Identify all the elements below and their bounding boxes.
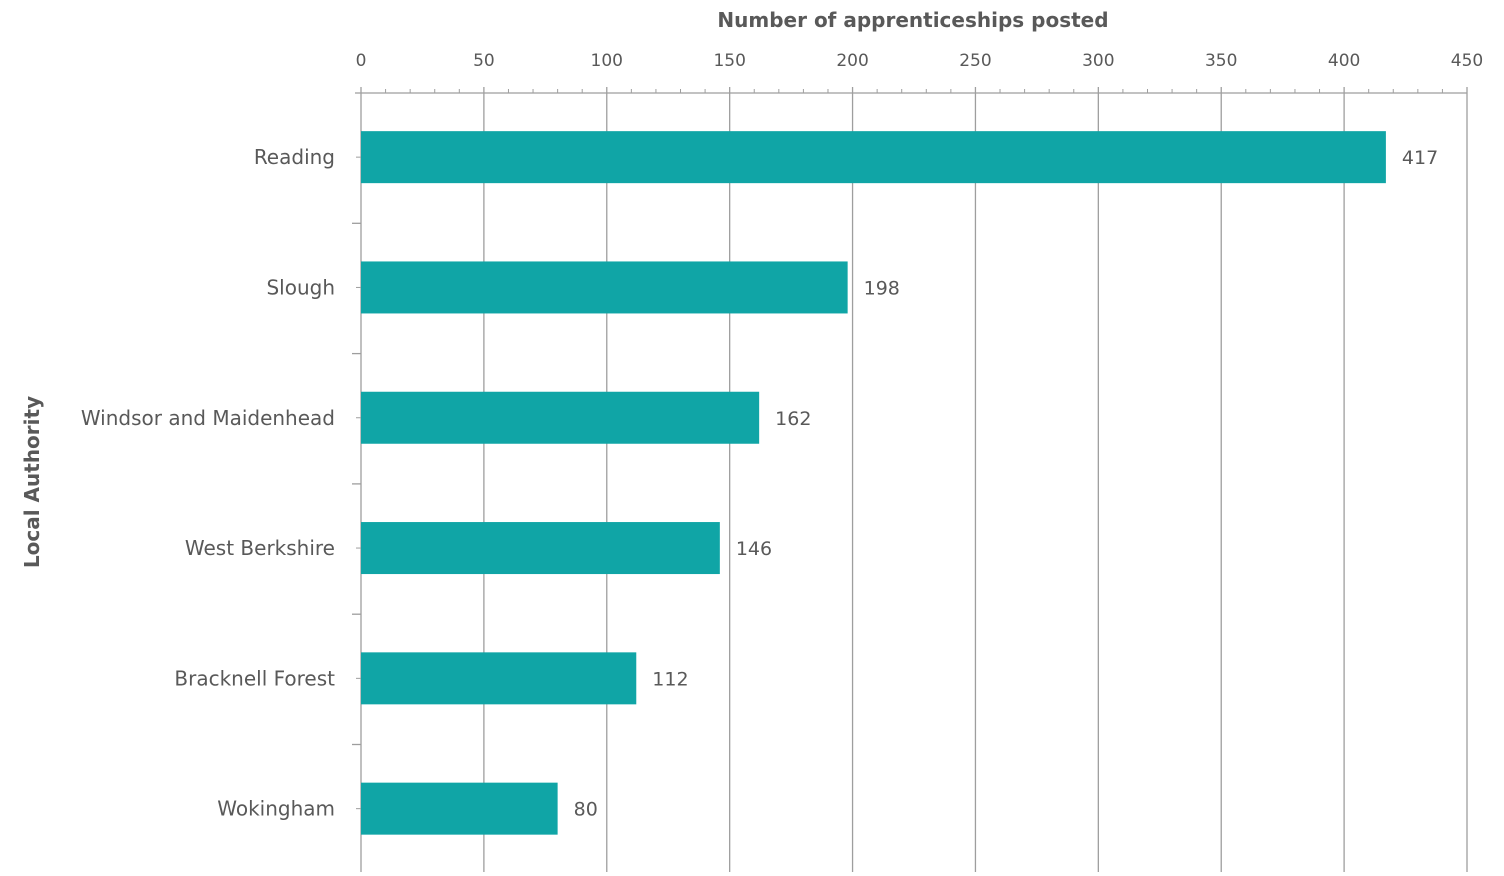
x-tick-label: 450: [1451, 51, 1483, 71]
y-category-label: Bracknell Forest: [174, 666, 335, 690]
x-tick-label: 150: [713, 51, 745, 71]
bar-value-label: 80: [574, 799, 598, 821]
bar-value-label: 146: [736, 538, 772, 560]
axis-layer: 0 50 100 150 200 250 300 350 400 450: [352, 51, 1483, 872]
x-tick-label: 250: [959, 51, 991, 71]
bar-value-label: 162: [775, 408, 811, 430]
x-tick-label: 400: [1328, 51, 1360, 71]
x-tick-label: 350: [1205, 51, 1237, 71]
bar-value-label: 417: [1402, 147, 1438, 169]
bar-value-label: 112: [652, 668, 688, 690]
x-axis-title: Number of apprenticeships posted: [717, 8, 1108, 32]
bar-wokingham: [361, 782, 558, 835]
y-category-label: West Berkshire: [185, 536, 335, 560]
y-category-label: Slough: [266, 275, 335, 299]
y-axis-title: Local Authority: [20, 396, 44, 568]
x-tick-label: 0: [356, 51, 367, 71]
bar-west-berkshire: [361, 522, 720, 575]
bar-layer: [361, 131, 1386, 835]
y-category-label: Reading: [254, 145, 335, 169]
x-tick-label: 50: [473, 51, 495, 71]
x-tick-label: 100: [591, 51, 623, 71]
bar-slough: [361, 261, 848, 314]
y-category-label: Wokingham: [217, 797, 335, 821]
label-layer: Reading 417 Slough 198 Windsor and Maidenhea…: [81, 145, 1438, 821]
bar-value-label: 198: [864, 277, 900, 299]
bar-bracknell-forest: [361, 652, 637, 705]
y-category-label: Windsor and Maidenhead: [81, 406, 335, 430]
bar-windsor-and-maidenhead: [361, 391, 760, 444]
x-tick-label: 300: [1082, 51, 1114, 71]
grid-layer: [483, 93, 1468, 872]
x-tick-label: 200: [836, 51, 868, 71]
bar-reading: [361, 131, 1386, 184]
